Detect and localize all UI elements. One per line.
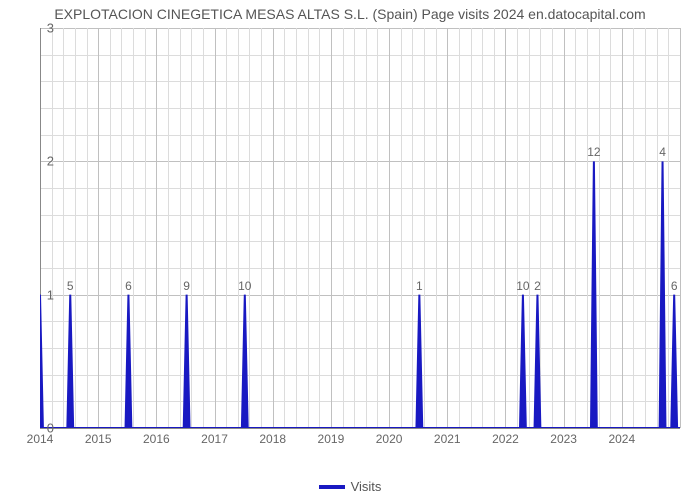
spike-label: 2 xyxy=(534,279,541,293)
y-tick-label: 2 xyxy=(47,154,54,169)
spike-label: 5 xyxy=(67,279,74,293)
spike-label: 4 xyxy=(659,145,666,159)
spike-label: 6 xyxy=(671,279,678,293)
chart-title: EXPLOTACION CINEGETICA MESAS ALTAS S.L. … xyxy=(0,6,700,22)
visits-chart: EXPLOTACION CINEGETICA MESAS ALTAS S.L. … xyxy=(0,0,700,500)
spike-series xyxy=(40,28,680,428)
legend-label: Visits xyxy=(351,479,382,494)
legend-swatch xyxy=(319,485,345,489)
x-tick-label: 2016 xyxy=(143,432,170,446)
x-axis xyxy=(40,428,680,429)
spike-label: 6 xyxy=(125,279,132,293)
grid-v-major xyxy=(680,28,681,428)
x-tick-label: 2018 xyxy=(259,432,286,446)
x-tick-label: 2022 xyxy=(492,432,519,446)
x-tick-label: 2021 xyxy=(434,432,461,446)
y-tick-label: 3 xyxy=(47,21,54,36)
x-tick-label: 2024 xyxy=(608,432,635,446)
spike-label: 10 xyxy=(238,279,251,293)
x-tick-label: 2015 xyxy=(85,432,112,446)
spike-label: 9 xyxy=(183,279,190,293)
x-tick-label: 2019 xyxy=(318,432,345,446)
spike-label: 10 xyxy=(516,279,529,293)
x-tick-label: 2014 xyxy=(27,432,54,446)
x-tick-label: 2017 xyxy=(201,432,228,446)
y-tick-label: 1 xyxy=(47,287,54,302)
plot-area xyxy=(40,28,680,428)
spike-label: 12 xyxy=(587,145,600,159)
spike-label: 1 xyxy=(416,279,423,293)
x-tick-label: 2020 xyxy=(376,432,403,446)
x-tick-label: 2023 xyxy=(550,432,577,446)
chart-legend: Visits xyxy=(0,479,700,494)
